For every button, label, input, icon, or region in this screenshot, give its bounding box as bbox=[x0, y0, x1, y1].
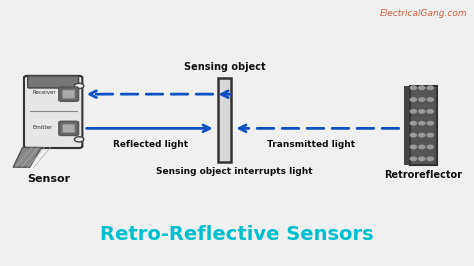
FancyBboxPatch shape bbox=[28, 76, 79, 88]
FancyArrowPatch shape bbox=[87, 125, 210, 132]
Circle shape bbox=[427, 98, 433, 101]
Circle shape bbox=[419, 145, 425, 149]
Text: Sensor: Sensor bbox=[27, 174, 70, 184]
Circle shape bbox=[419, 98, 425, 101]
Bar bbox=[410, 86, 437, 165]
Circle shape bbox=[410, 122, 416, 125]
Circle shape bbox=[419, 157, 425, 160]
Text: Reflected light: Reflected light bbox=[113, 140, 189, 149]
Circle shape bbox=[427, 133, 433, 137]
Circle shape bbox=[427, 110, 433, 113]
Bar bbox=[218, 78, 231, 162]
Text: Retroreflector: Retroreflector bbox=[384, 170, 462, 180]
Text: Emitter: Emitter bbox=[33, 124, 53, 130]
Circle shape bbox=[410, 145, 416, 149]
Circle shape bbox=[427, 86, 433, 89]
Circle shape bbox=[74, 83, 84, 89]
Circle shape bbox=[410, 110, 416, 113]
Text: Sensing object: Sensing object bbox=[184, 63, 265, 72]
FancyBboxPatch shape bbox=[63, 90, 75, 98]
FancyBboxPatch shape bbox=[59, 87, 79, 101]
Circle shape bbox=[427, 157, 433, 160]
FancyBboxPatch shape bbox=[24, 76, 82, 148]
Circle shape bbox=[410, 157, 416, 160]
Circle shape bbox=[74, 137, 84, 142]
Circle shape bbox=[410, 86, 416, 89]
FancyArrowPatch shape bbox=[90, 91, 213, 97]
FancyBboxPatch shape bbox=[59, 121, 79, 135]
FancyArrowPatch shape bbox=[239, 125, 399, 132]
Circle shape bbox=[419, 122, 425, 125]
Circle shape bbox=[410, 133, 416, 137]
Bar bbox=[404, 86, 410, 165]
Circle shape bbox=[427, 145, 433, 149]
Circle shape bbox=[427, 122, 433, 125]
Polygon shape bbox=[13, 147, 41, 167]
Text: ElectricalGang.com: ElectricalGang.com bbox=[380, 9, 467, 18]
FancyBboxPatch shape bbox=[63, 124, 75, 132]
Text: Retro-Reflective Sensors: Retro-Reflective Sensors bbox=[100, 225, 374, 244]
Text: Transmitted light: Transmitted light bbox=[267, 140, 355, 149]
Circle shape bbox=[410, 98, 416, 101]
Circle shape bbox=[419, 86, 425, 89]
FancyArrowPatch shape bbox=[221, 91, 231, 98]
Text: Receiver: Receiver bbox=[33, 90, 56, 95]
Circle shape bbox=[419, 133, 425, 137]
Circle shape bbox=[419, 110, 425, 113]
Text: Sensing object interrupts light: Sensing object interrupts light bbox=[156, 167, 313, 176]
